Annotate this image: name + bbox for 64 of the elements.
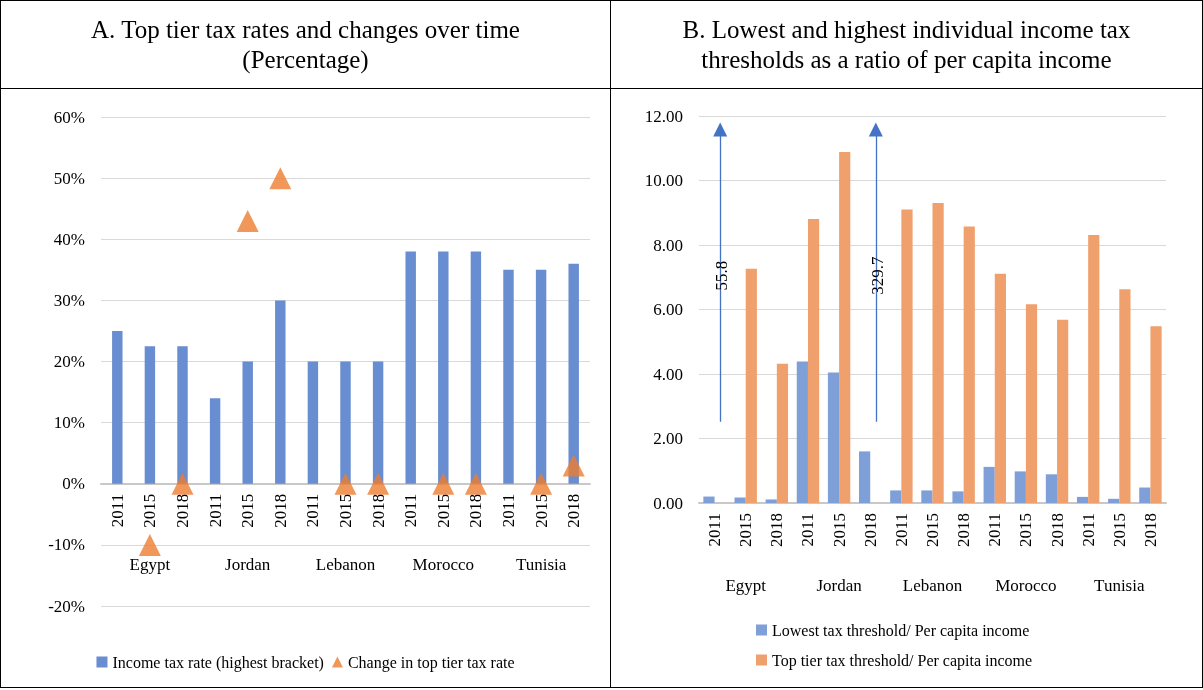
text: Jordan: [816, 576, 863, 595]
y-tick-label: 0%: [62, 474, 85, 494]
text: Morocco: [995, 576, 1057, 595]
y-tick-label: 10.00: [644, 171, 683, 190]
x-tick-label: 2011: [798, 513, 818, 547]
legend-label: Lowest tax threshold/ Per capita income: [772, 621, 1030, 640]
x-tick-label: 2011: [303, 493, 323, 528]
y-tick-label: 6.00: [653, 300, 683, 319]
y-tick-label: 10%: [53, 413, 85, 433]
x-tick-label: 2015: [1109, 513, 1129, 547]
chart-title: A. Top tier tax rates and changes over time (Percentage): [1, 1, 610, 89]
x-tick-label: 2011: [107, 493, 127, 528]
y-tick-label: 40%: [53, 229, 85, 249]
x-tick-label: 2015: [433, 493, 453, 528]
y-tick-label: -20%: [48, 596, 85, 616]
y-tick-label: 12.00: [644, 106, 683, 126]
x-tick-label: 2018: [1047, 513, 1067, 547]
annotation: Lebanon: [315, 554, 376, 574]
x-tick-label: 2015: [140, 493, 160, 528]
annotation: Tunisia: [515, 554, 567, 574]
x-tick-label: 2018: [173, 493, 192, 528]
annotation: Egypt: [129, 554, 171, 574]
legend-label: Income tax rate (highest bracket): [112, 653, 324, 672]
x-tick-label: 2011: [401, 493, 421, 528]
y-tick-label: 20%: [53, 352, 85, 371]
text: Lebanon: [902, 576, 963, 595]
x-tick-label: 2015: [1016, 513, 1036, 547]
x-tick-label: 2018: [767, 513, 787, 547]
x-tick-label: 2018: [1140, 513, 1160, 547]
annotation: 55.8: [712, 260, 732, 291]
annotation: Jordan: [225, 554, 271, 574]
x-tick-label: 2015: [736, 513, 756, 547]
y-tick-label: 2.00: [653, 429, 683, 448]
x-tick-label: 2015: [531, 493, 551, 528]
y-tick-label: 60%: [53, 107, 85, 127]
y-tick-label: 8.00: [653, 235, 683, 255]
text: Egypt: [725, 576, 767, 595]
x-tick-label: 2018: [368, 493, 388, 528]
x-tick-label: 2018: [466, 493, 486, 528]
x-tick-label: 2015: [238, 493, 258, 528]
legend-label: Change in top tier tax rate: [347, 653, 515, 672]
annotation: Morocco: [412, 554, 474, 574]
legend-label: Top tier tax threshold/ Per capita income: [772, 651, 1033, 670]
y-tick-label: 50%: [53, 168, 85, 188]
x-tick-label: 2018: [564, 493, 584, 528]
x-tick-label: 2018: [860, 513, 880, 547]
x-tick-label: 2011: [499, 493, 518, 528]
y-tick-label: 0.00: [653, 493, 683, 513]
chart-title: B. Lowest and highest individual income tax thresholds as a ratio of per capita income: [611, 1, 1202, 89]
x-tick-label: 2018: [954, 513, 974, 547]
x-tick-label: 2011: [1078, 513, 1098, 547]
x-tick-label: 2018: [270, 493, 290, 528]
x-tick-label: 2015: [336, 493, 355, 528]
x-tick-label: 2011: [705, 513, 725, 547]
x-tick-label: 2011: [985, 513, 1005, 547]
x-tick-label: 2011: [891, 513, 911, 547]
x-tick-label: 2015: [923, 513, 942, 547]
x-tick-label: 2015: [829, 513, 849, 547]
x-tick-label: 2011: [205, 493, 225, 528]
y-tick-label: -10%: [48, 535, 85, 555]
annotation: 329.7: [867, 256, 887, 295]
text: Tunisia: [1094, 576, 1145, 595]
y-tick-label: 4.00: [653, 364, 683, 384]
y-tick-label: 30%: [53, 290, 85, 310]
